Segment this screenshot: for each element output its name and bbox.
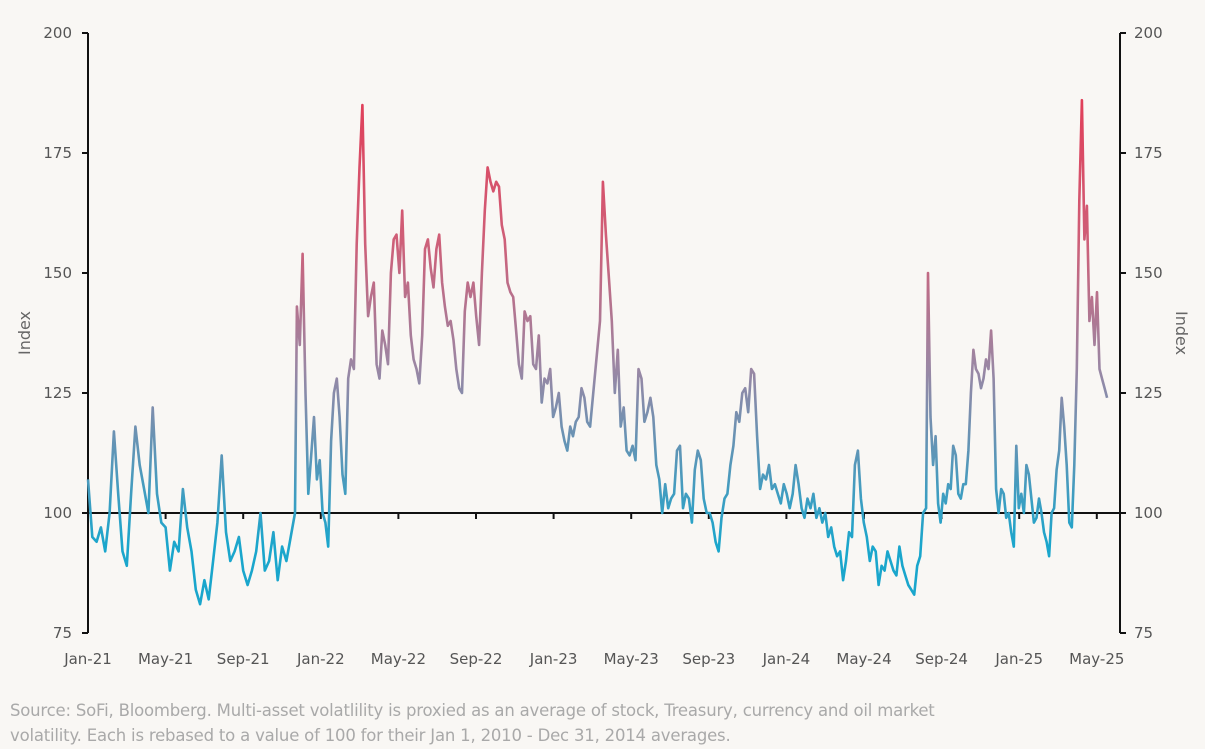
x-tick-label: Jan-25 (994, 650, 1043, 668)
x-tick-label: Jan-24 (762, 650, 811, 668)
x-tick-label: Jan-21 (63, 650, 112, 668)
x-tick-label: May-24 (836, 650, 891, 668)
x-tick-label: Sep-24 (915, 650, 968, 668)
y-tick-label-left: 150 (43, 264, 72, 282)
x-tick-label: Sep-23 (682, 650, 735, 668)
x-tick-label: May-23 (604, 650, 659, 668)
source-note: Source: SoFi, Bloomberg. Multi-asset vol… (10, 701, 935, 745)
y-tick-label-left: 100 (43, 504, 72, 522)
y-tick-label-left: 200 (43, 24, 72, 42)
x-tick-label: Sep-22 (450, 650, 503, 668)
x-tick-label: Sep-21 (217, 650, 270, 668)
y-tick-label-left: 75 (53, 624, 72, 642)
y-axis-title-right: Index (1172, 311, 1191, 355)
y-tick-label-right: 75 (1134, 624, 1153, 642)
y-axis-title-left: Index (15, 311, 34, 355)
y-tick-label-right: 200 (1134, 24, 1163, 42)
y-tick-label-right: 100 (1134, 504, 1163, 522)
x-tick-label: Jan-22 (296, 650, 345, 668)
y-tick-label-right: 150 (1134, 264, 1163, 282)
y-tick-label-right: 175 (1134, 144, 1163, 162)
y-tick-label-right: 125 (1134, 384, 1163, 402)
axes: 200 200 175 175 150 150 125 125 100 100 75 75 Jan-21… (43, 24, 1162, 668)
x-tick-label: May-22 (371, 650, 426, 668)
x-tick-label: May-21 (138, 650, 193, 668)
y-tick-label-left: 125 (43, 384, 72, 402)
series-line (86, 98, 1109, 606)
x-tick-label: May-25 (1069, 650, 1124, 668)
y-tick-label-left: 175 (43, 144, 72, 162)
x-tick-label: Jan-23 (529, 650, 578, 668)
